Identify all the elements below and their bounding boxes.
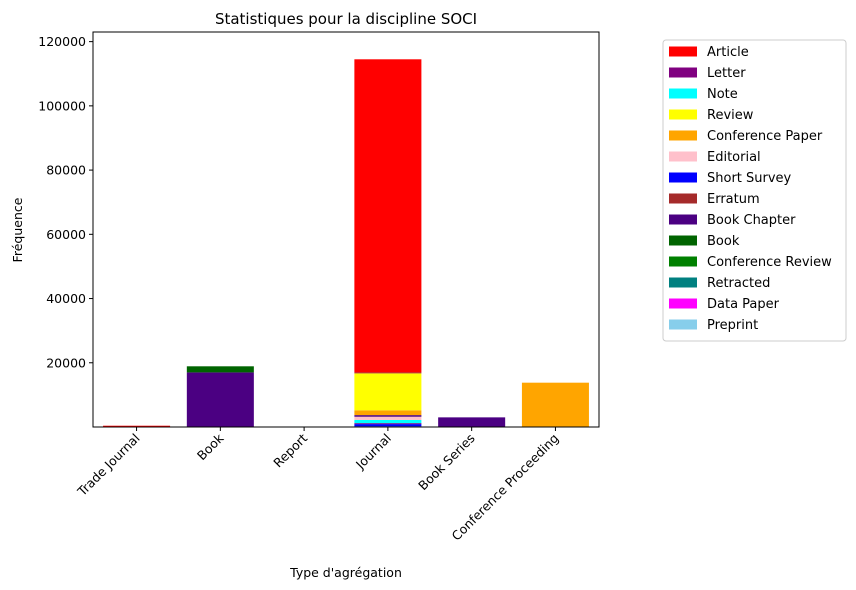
legend-swatch	[669, 67, 697, 78]
legend-label: Editorial	[707, 150, 761, 165]
y-tick-label: 40000	[46, 291, 86, 306]
legend-label: Conference Review	[707, 255, 832, 270]
legend-label: Data Paper	[707, 297, 780, 312]
legend-swatch	[669, 130, 697, 141]
bar-book-series-book-chapter	[438, 417, 506, 427]
x-tick-label: Trade Journal	[74, 431, 143, 500]
legend-swatch	[669, 298, 697, 309]
x-tick-label: Book Series	[415, 431, 478, 494]
legend-box	[662, 39, 847, 342]
y-tick-label: 20000	[46, 355, 86, 370]
x-axis-title: Type d'agrégation	[289, 565, 402, 580]
legend-swatch	[669, 151, 697, 162]
x-tick-label: Journal	[352, 431, 394, 473]
x-axis: Trade Journal Book Report Journal Book Serie…	[74, 427, 562, 543]
legend-label: Conference Paper	[707, 129, 823, 144]
legend-label: Retracted	[707, 276, 770, 291]
legend-swatch	[669, 235, 697, 246]
bar-book-book	[186, 366, 254, 373]
bar-journal-review	[354, 373, 422, 411]
legend-label: Book	[707, 234, 740, 249]
bar-journal-book-chapter	[354, 415, 422, 417]
x-tick-label: Report	[270, 430, 310, 470]
plot-area	[103, 59, 589, 428]
legend-label: Book Chapter	[707, 213, 796, 228]
bar-journal-note	[354, 419, 422, 424]
legend: Article Letter Note Review Conference Paper E…	[662, 39, 847, 342]
legend-label: Review	[707, 108, 754, 123]
bar-journal-letter	[354, 423, 422, 425]
y-tick-label: 80000	[46, 163, 86, 178]
legend-swatch	[669, 319, 697, 330]
legend-swatch	[669, 277, 697, 288]
bar-journal-editorial	[354, 416, 422, 420]
plot-frame	[92, 31, 600, 428]
y-tick-label: 100000	[38, 98, 86, 113]
y-tick-label: 60000	[46, 227, 86, 242]
bar-book-book-chapter	[186, 372, 254, 427]
legend-label: Short Survey	[707, 171, 792, 186]
legend-label: Note	[707, 87, 738, 102]
legend-label: Article	[707, 45, 749, 60]
legend-label: Letter	[707, 66, 746, 81]
legend-swatch	[669, 172, 697, 183]
legend-swatch	[669, 256, 697, 267]
bar-conference-proceeding-conference-paper	[521, 382, 589, 427]
bar-trade-journal-article	[103, 425, 171, 427]
x-tick-label: Book	[194, 430, 227, 463]
legend-label: Preprint	[707, 318, 758, 333]
legend-label: Erratum	[707, 192, 760, 207]
bar-journal-erratum	[354, 372, 422, 374]
legend-swatch	[669, 214, 697, 225]
y-axis: 20000 40000 60000 80000 100000 120000	[38, 34, 93, 370]
legend-swatch	[669, 88, 697, 99]
legend-swatch	[669, 109, 697, 120]
bar-journal-short-survey	[354, 424, 422, 427]
legend-swatch	[669, 193, 697, 204]
bar-journal-article	[354, 59, 422, 373]
chart-title: Statistiques pour la discipline SOCI	[215, 10, 477, 28]
bar-journal-conference-paper	[354, 410, 422, 416]
legend-swatch	[669, 46, 697, 57]
y-tick-label: 120000	[38, 34, 86, 49]
y-axis-title: Fréquence	[10, 197, 25, 262]
